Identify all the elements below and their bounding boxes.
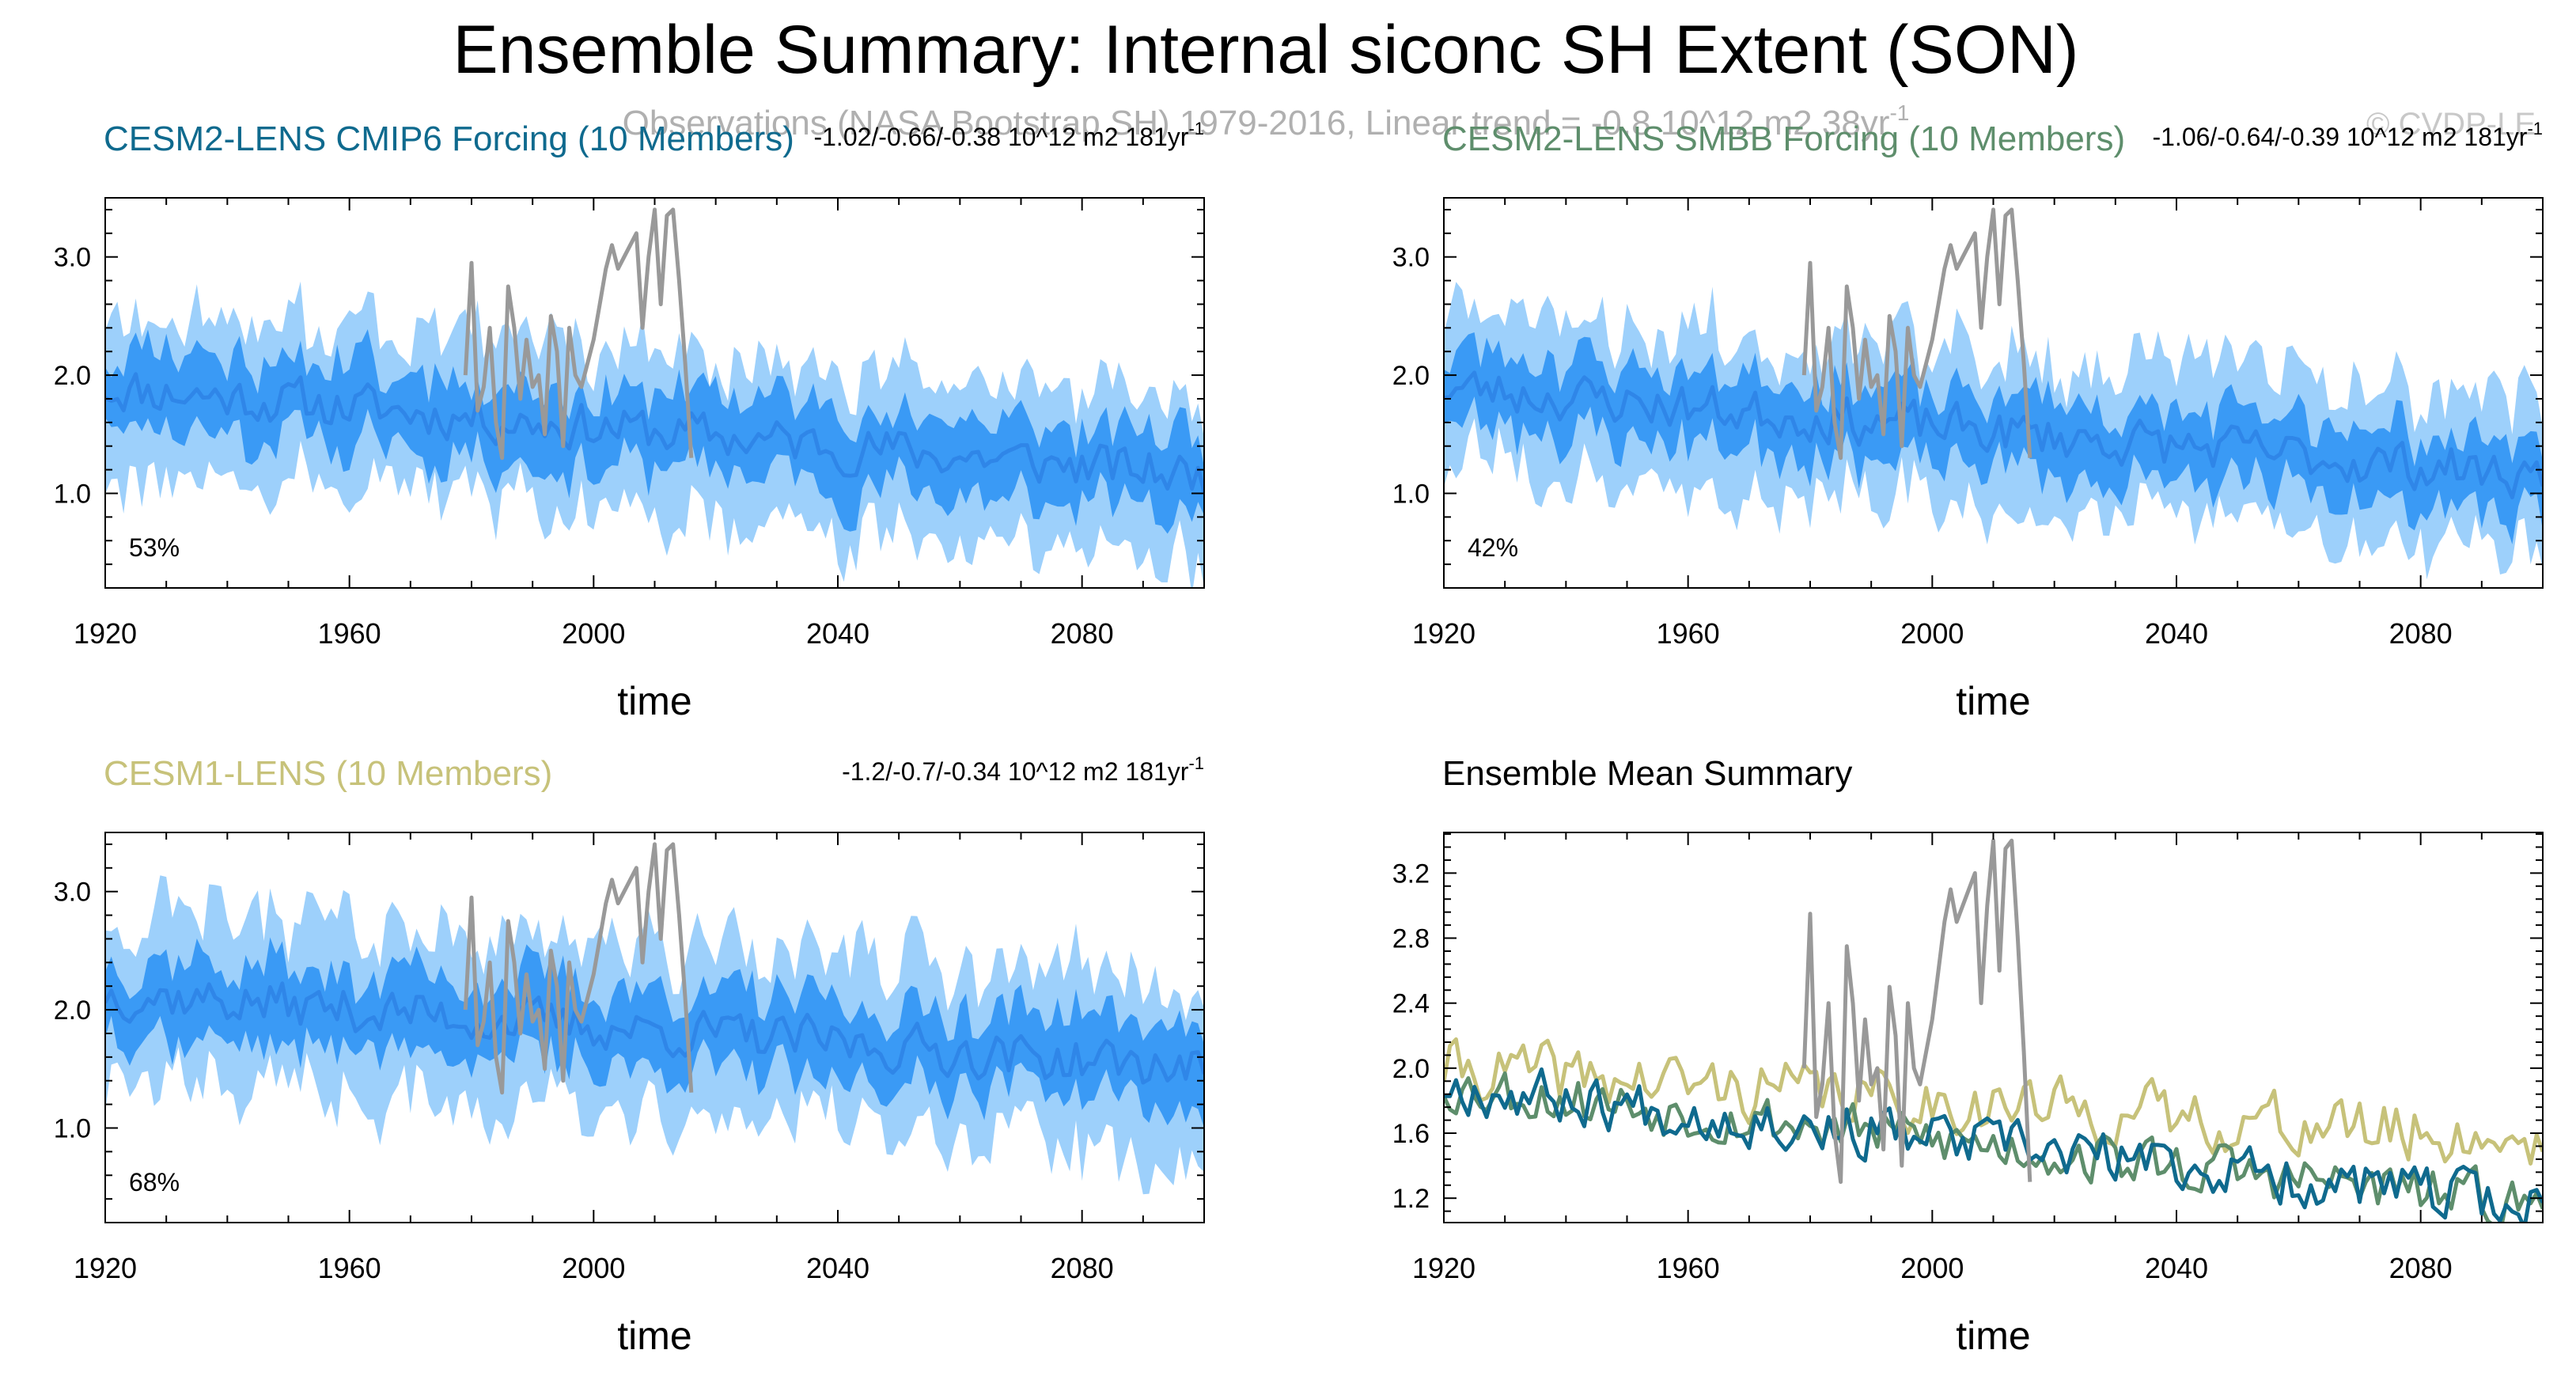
y-tick-label: 3.0: [1392, 243, 1430, 273]
y-tick-label: 1.2: [1392, 1184, 1430, 1214]
y-tick-label: 3.2: [1392, 859, 1430, 889]
y-tick-label: 3.0: [54, 878, 91, 908]
x-tick-label: 1920: [74, 1252, 137, 1284]
x-tick-label: 2040: [2145, 617, 2208, 650]
x-tick-label: 1960: [318, 1252, 381, 1284]
x-axis-label: time: [617, 1314, 691, 1358]
observations-line: [463, 207, 694, 461]
panels: CESM2-LENS CMIP6 Forcing (10 Members) -1.…: [54, 119, 2544, 1358]
x-tick-label: 2080: [2389, 1252, 2453, 1284]
ensemble-mean-line: [1444, 370, 2543, 499]
x-tick-label: 1960: [1657, 617, 1720, 650]
plot-area: [105, 207, 1204, 588]
x-tick-label: 1920: [1412, 617, 1476, 650]
x-tick-label: 1920: [1412, 1252, 1476, 1284]
trend-sup: -1: [2527, 119, 2543, 138]
x-tick-label: 2080: [1051, 1252, 1114, 1284]
plot-area: [1444, 838, 2543, 1223]
ensemble-mean-cesm1-line: [1444, 1037, 2543, 1166]
y-tick-label: 1.0: [54, 1113, 91, 1143]
percent-label: 53%: [129, 533, 180, 562]
trend-text: -1.06/-0.64/-0.39 10^12 m2 181yr: [2152, 123, 2527, 151]
trend-text: -1.2/-0.7/-0.34 10^12 m2 181yr: [842, 757, 1189, 786]
trend-text: -1.02/-0.66/-0.38 10^12 m2 181yr: [813, 123, 1188, 151]
observations-line: [1801, 207, 2032, 461]
plot-area: [1444, 207, 2543, 580]
figure-subtitle: Observations (NASA Bootstrap SH) 1979-20…: [623, 100, 1910, 142]
observations-line: [1801, 838, 2032, 1185]
trend-annotation: -1.2/-0.7/-0.34 10^12 m2 181yr-1: [842, 753, 1204, 786]
x-tick-label: 2040: [806, 617, 869, 650]
panel-title: CESM2-LENS CMIP6 Forcing (10 Members): [104, 119, 794, 158]
x-tick-label: 2000: [562, 1252, 625, 1284]
y-tick-label: 2.0: [54, 995, 91, 1026]
trend-sup: -1: [1188, 753, 1204, 773]
chart-panel-ens_mean_summary: Ensemble Mean Summary 1920 1960 2000 2040 208…: [1392, 754, 2544, 1358]
x-tick-label: 1960: [318, 617, 381, 650]
x-tick-label: 1960: [1657, 1252, 1720, 1284]
y-tick-label: 2.0: [54, 361, 91, 391]
x-tick-label: 2000: [562, 617, 625, 650]
figure-title: Ensemble Summary: Internal siconc SH Ext…: [453, 12, 2078, 88]
percent-label: 68%: [129, 1168, 180, 1196]
y-tick-label: 3.0: [54, 243, 91, 273]
x-tick-label: 2080: [1051, 617, 1114, 650]
trend-annotation: -1.02/-0.66/-0.38 10^12 m2 181yr-1: [813, 119, 1204, 151]
ensemble-mean-line: [105, 372, 1204, 493]
y-tick-label: 1.0: [1392, 479, 1430, 509]
ensemble-mean-line: [105, 981, 1204, 1085]
x-axis-label: time: [1956, 1314, 2030, 1358]
x-tick-label: 1920: [74, 617, 137, 650]
x-tick-label: 2080: [2389, 617, 2453, 650]
x-axis-label: time: [617, 679, 691, 723]
x-tick-label: 2000: [1900, 617, 1964, 650]
ensemble-mean-cesm2_cmip6-line: [1444, 1067, 2543, 1223]
panel-title: Ensemble Mean Summary: [1442, 754, 1852, 793]
ensemble-iqr-band: [105, 937, 1204, 1128]
plot-frame: [1443, 832, 2544, 1223]
y-tick-label: 2.0: [1392, 1054, 1430, 1084]
chart-panel-cesm2_smbb: CESM2-LENS SMBB Forcing (10 Members) -1.0…: [1392, 119, 2544, 723]
observations-line: [463, 842, 694, 1095]
x-axis-label: time: [1956, 679, 2030, 723]
y-tick-label: 1.0: [54, 479, 91, 509]
y-tick-label: 2.8: [1392, 924, 1430, 954]
panel-title: CESM2-LENS SMBB Forcing (10 Members): [1442, 119, 2125, 158]
chart-panel-cesm2_cmip6: CESM2-LENS CMIP6 Forcing (10 Members) -1.…: [54, 119, 1205, 723]
x-tick-label: 2000: [1900, 1252, 1964, 1284]
y-tick-label: 1.6: [1392, 1119, 1430, 1149]
trend-annotation: -1.06/-0.64/-0.39 10^12 m2 181yr-1: [2152, 119, 2543, 151]
figure-subtitle-text: Observations (NASA Bootstrap SH) 1979-20…: [623, 104, 1890, 142]
x-tick-label: 2040: [806, 1252, 869, 1284]
y-tick-label: 2.4: [1392, 989, 1430, 1019]
panel-title: CESM1-LENS (10 Members): [104, 754, 552, 793]
chart-panel-cesm1: CESM1-LENS (10 Members) -1.2/-0.7/-0.34 1…: [54, 753, 1205, 1358]
plot-area: [105, 842, 1204, 1195]
figure-subtitle-sup: -1: [1889, 100, 1909, 125]
y-tick-label: 2.0: [1392, 361, 1430, 391]
percent-label: 42%: [1468, 533, 1518, 562]
watermark: © CVDP-LE: [2366, 107, 2536, 142]
x-tick-label: 2040: [2145, 1252, 2208, 1284]
trend-sup: -1: [1188, 119, 1204, 138]
